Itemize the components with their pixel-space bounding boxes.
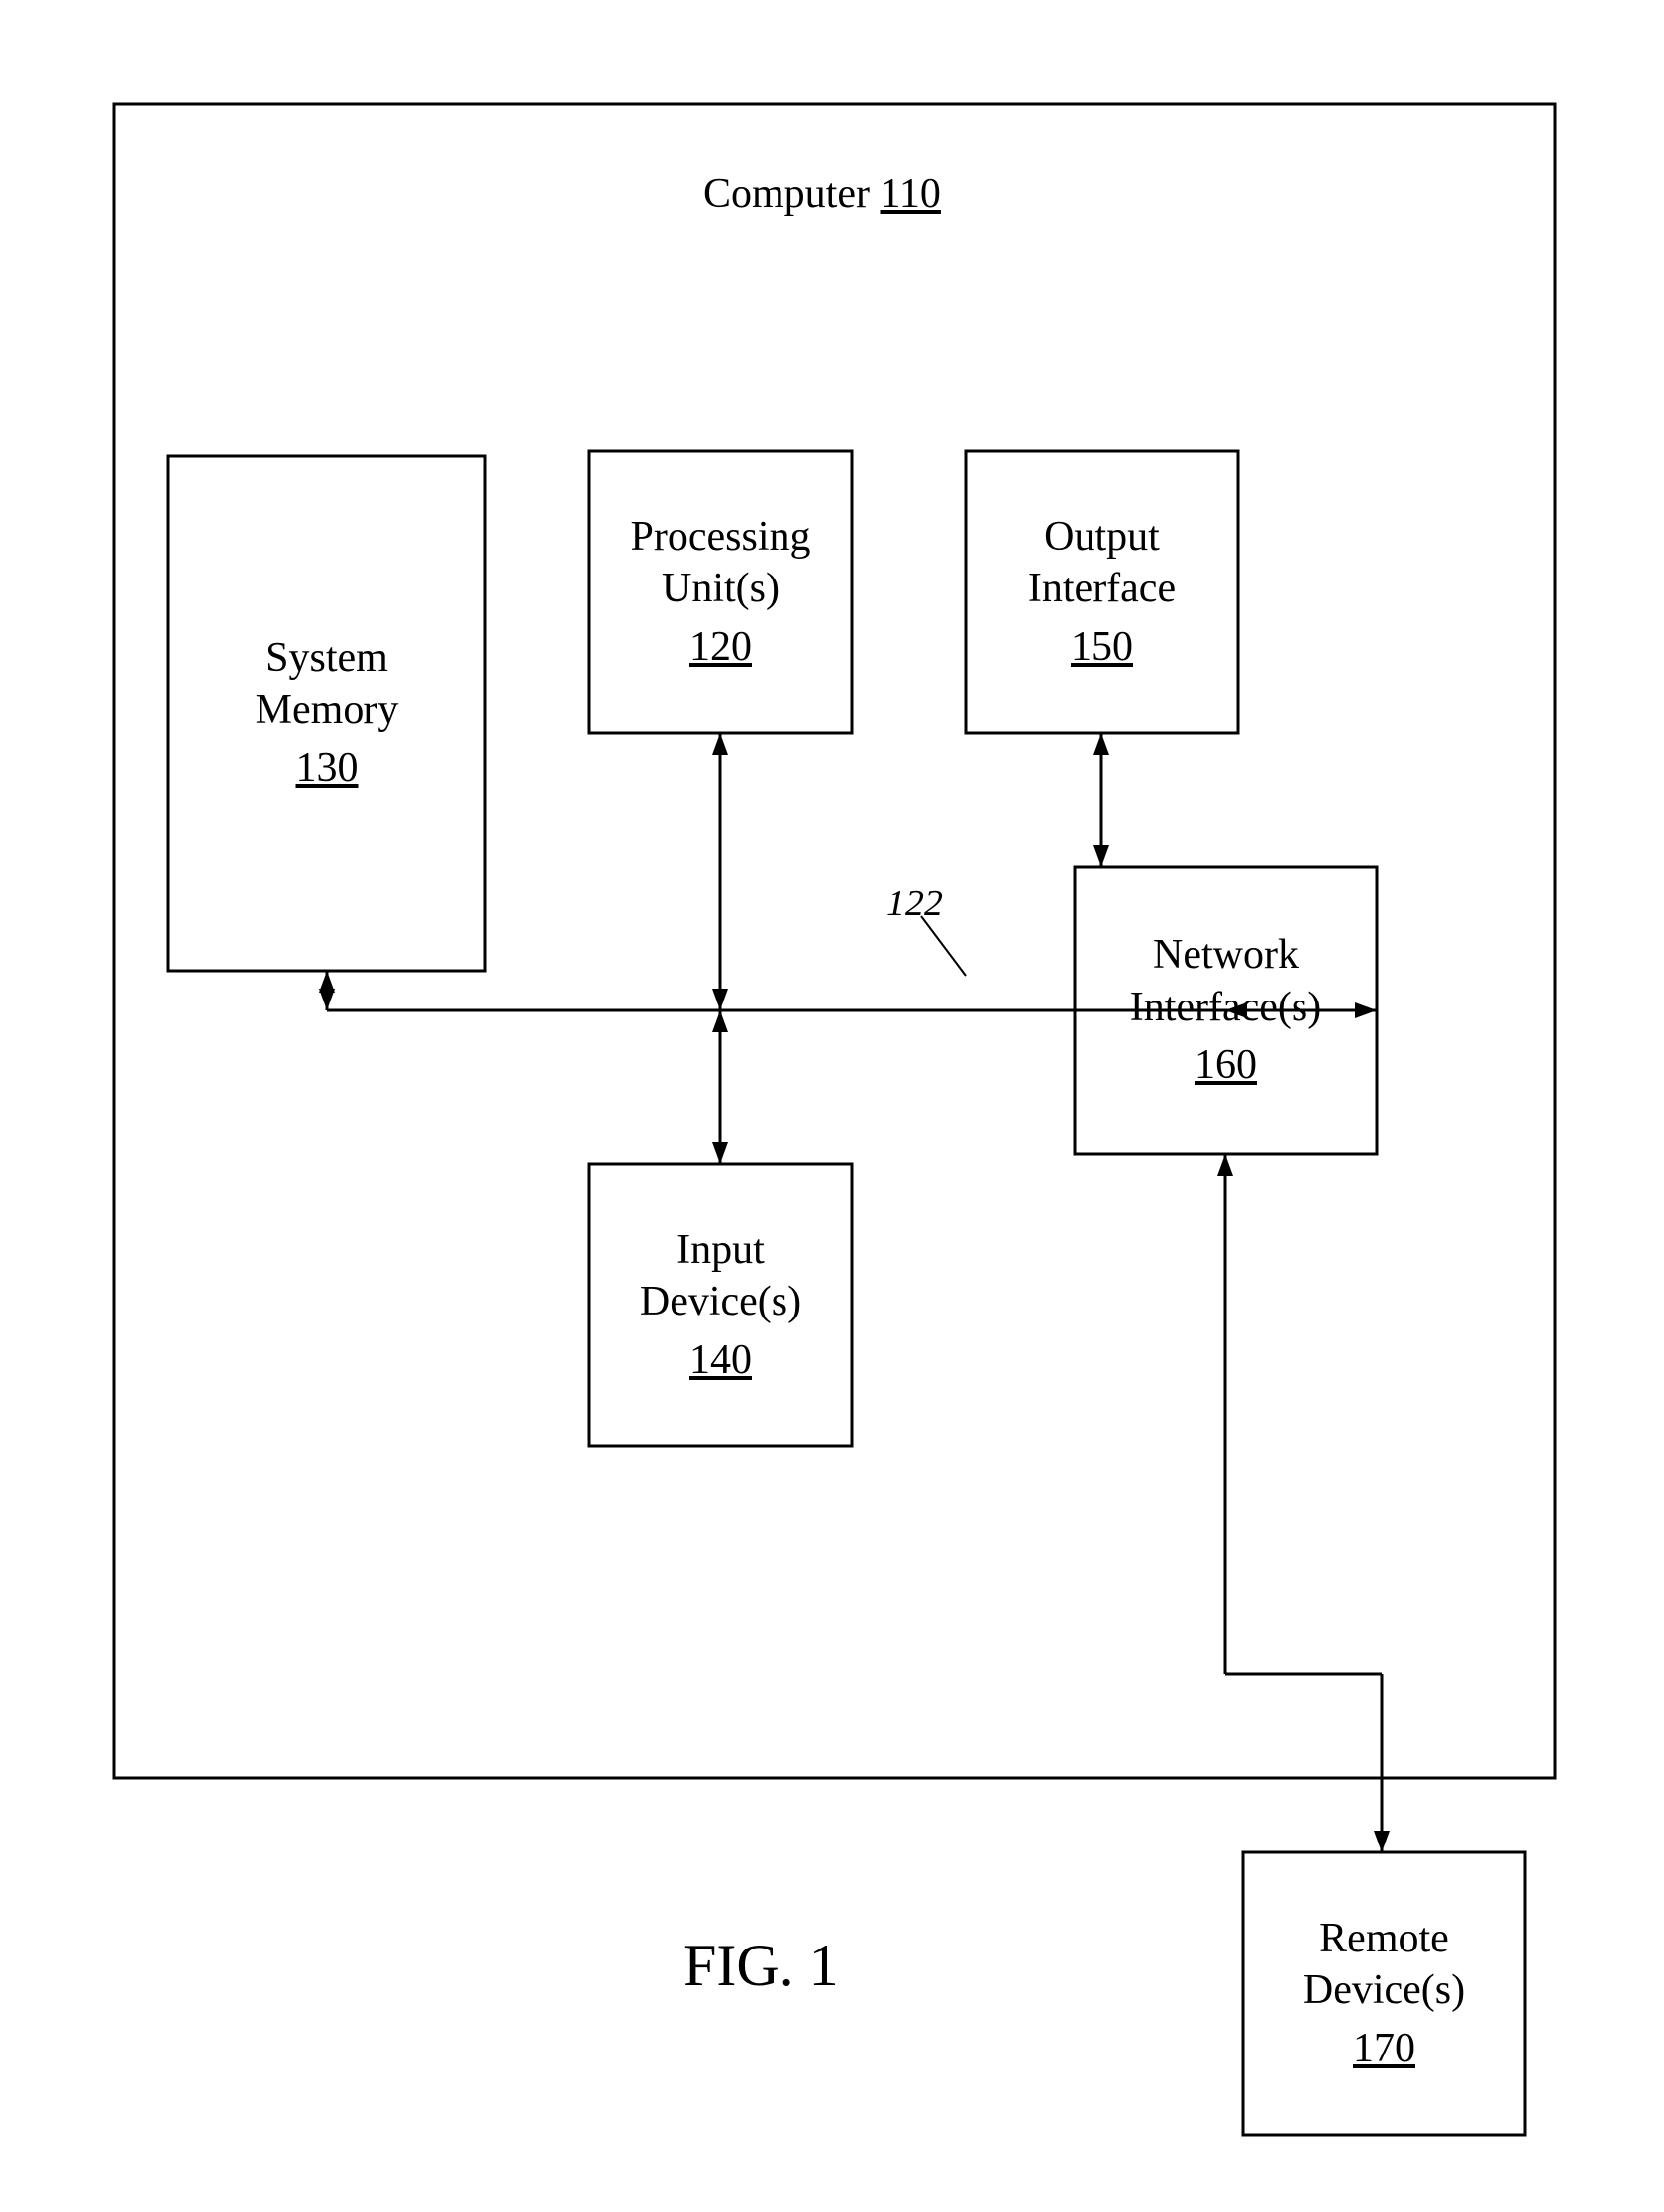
node-processing_unit-ref: 120 — [689, 621, 752, 674]
outer-box-title-label: Computer — [703, 171, 880, 217]
node-remote_devices-ref: 170 — [1353, 2023, 1415, 2075]
node-processing_unit-label-line: Processing — [631, 511, 811, 564]
node-remote_devices-label-line: Device(s) — [1303, 1964, 1465, 2017]
node-network_interface: NetworkInterface(s)160 — [1075, 867, 1377, 1154]
node-system_memory-ref: 130 — [296, 742, 359, 794]
node-remote_devices: RemoteDevice(s) 170 — [1243, 1852, 1525, 2135]
figure-caption: FIG. 1 — [683, 1932, 839, 2000]
bus-ref-label: 122 — [886, 882, 943, 925]
node-network_interface-label-line: Interface(s) — [1130, 982, 1322, 1034]
node-network_interface-ref: 160 — [1195, 1039, 1257, 1092]
node-output_interface: OutputInterface 150 — [966, 451, 1238, 733]
node-input_devices-label-line: Device(s) — [640, 1276, 801, 1328]
node-output_interface-label-line: Interface — [1028, 563, 1176, 615]
outer-box-title: Computer 110 — [703, 168, 941, 221]
node-input_devices-ref: 140 — [689, 1334, 752, 1387]
node-output_interface-ref: 150 — [1071, 621, 1133, 674]
outer-box-title-ref: 110 — [880, 171, 940, 217]
node-processing_unit: ProcessingUnit(s) 120 — [589, 451, 852, 733]
node-system_memory: SystemMemory130 — [168, 456, 485, 971]
node-system_memory-label-line: System — [265, 632, 388, 685]
node-remote_devices-label-line: Remote — [1319, 1913, 1449, 1965]
node-system_memory-label-line: Memory — [256, 685, 399, 737]
node-input_devices: InputDevice(s) 140 — [589, 1164, 852, 1446]
node-output_interface-label-line: Output — [1044, 511, 1160, 564]
node-network_interface-label-line: Network — [1153, 929, 1299, 982]
node-input_devices-label-line: Input — [676, 1224, 765, 1277]
diagram-page: Computer 110 SystemMemory130 ProcessingUni… — [0, 0, 1664, 2212]
node-processing_unit-label-line: Unit(s) — [662, 563, 780, 615]
